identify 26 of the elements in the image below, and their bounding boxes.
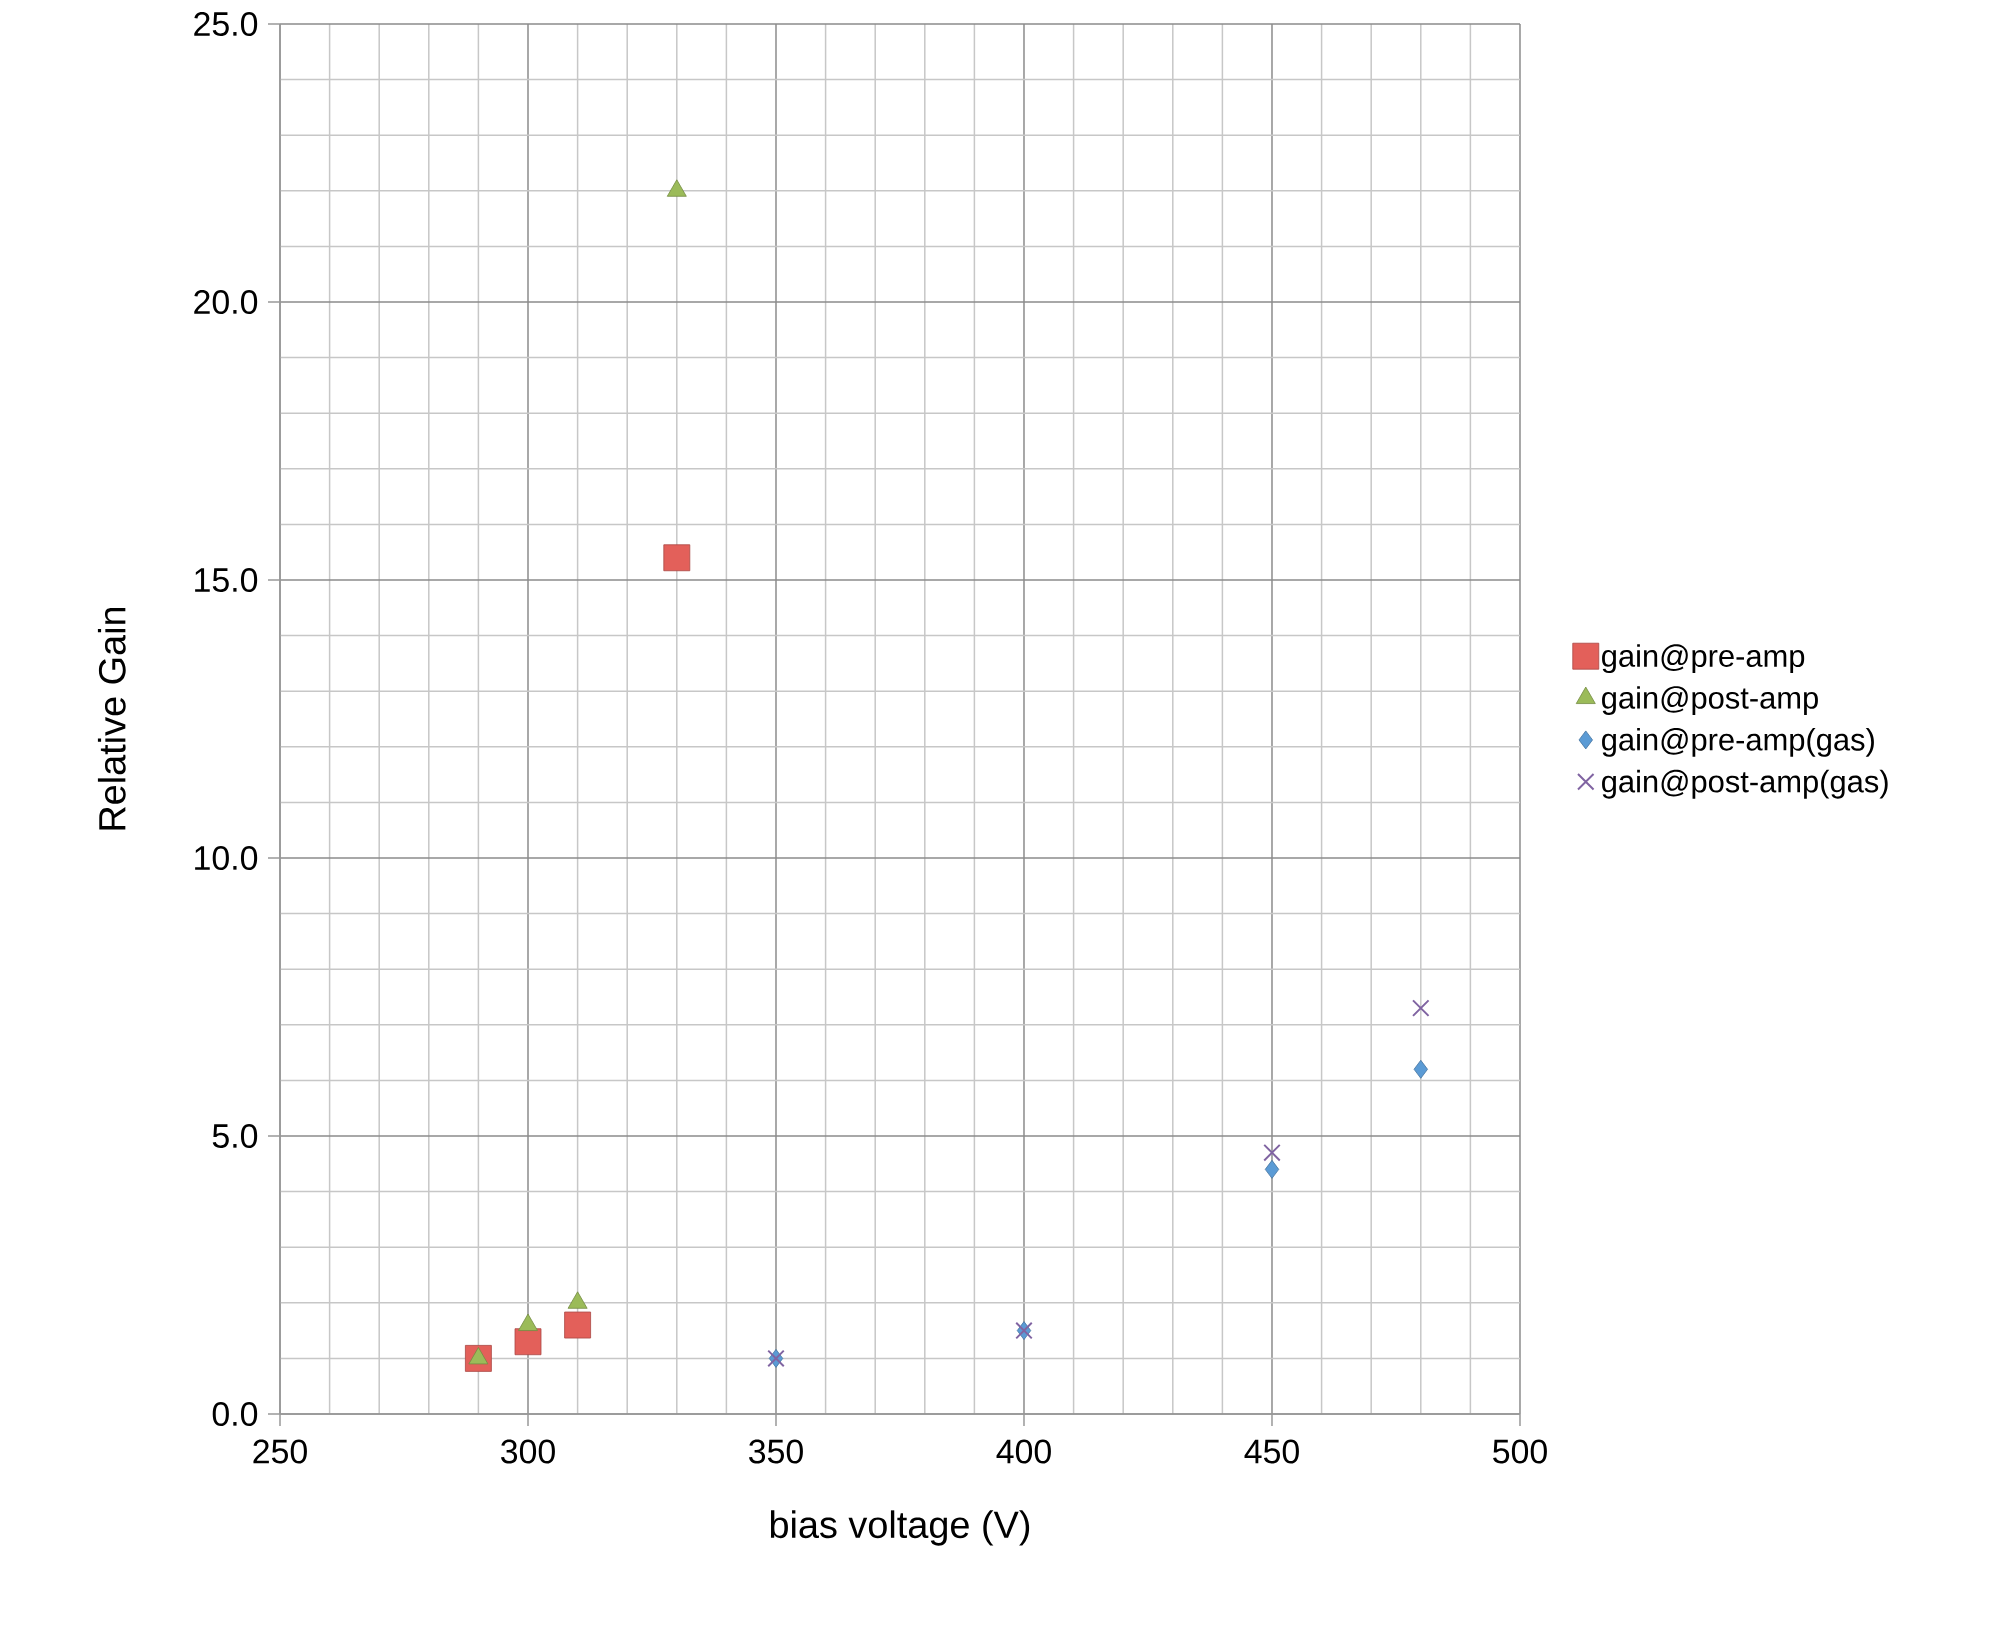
point [1412, 999, 1430, 1017]
x-axis-title: bias voltage (V) [770, 1510, 1030, 1546]
point [1263, 1143, 1281, 1162]
legend-label: gain@pre-amp(gas) [1602, 727, 1874, 757]
y-tick-label: 25.0 [194, 12, 258, 36]
legend-label: gain@pre-amp [1602, 644, 1805, 674]
y-tick-label: 0.0 [212, 1402, 258, 1426]
x-tick-label: 350 [749, 1439, 803, 1464]
x-tick-label: 450 [1244, 1439, 1299, 1464]
y-tick-label: 5.0 [212, 1124, 258, 1148]
legend-label: gain@post-amp(gas) [1602, 769, 1888, 799]
y-tick-label: 10.0 [195, 846, 258, 870]
point [666, 179, 687, 197]
point [1413, 1059, 1428, 1079]
x-tick-label: 250 [253, 1439, 307, 1464]
y-axis-title: Relative Gain [97, 607, 126, 830]
point [663, 544, 691, 572]
x-tick-label: 400 [996, 1439, 1051, 1464]
y-tick-label: 15.0 [195, 568, 258, 592]
x-tick-label: 300 [501, 1439, 555, 1464]
point [564, 1311, 591, 1339]
y-tick-label: 20.0 [194, 290, 258, 314]
legend-label: gain@post-amp [1602, 686, 1818, 715]
point [1264, 1159, 1280, 1179]
x-tick-label: 500 [1493, 1439, 1547, 1464]
point [514, 1328, 542, 1356]
